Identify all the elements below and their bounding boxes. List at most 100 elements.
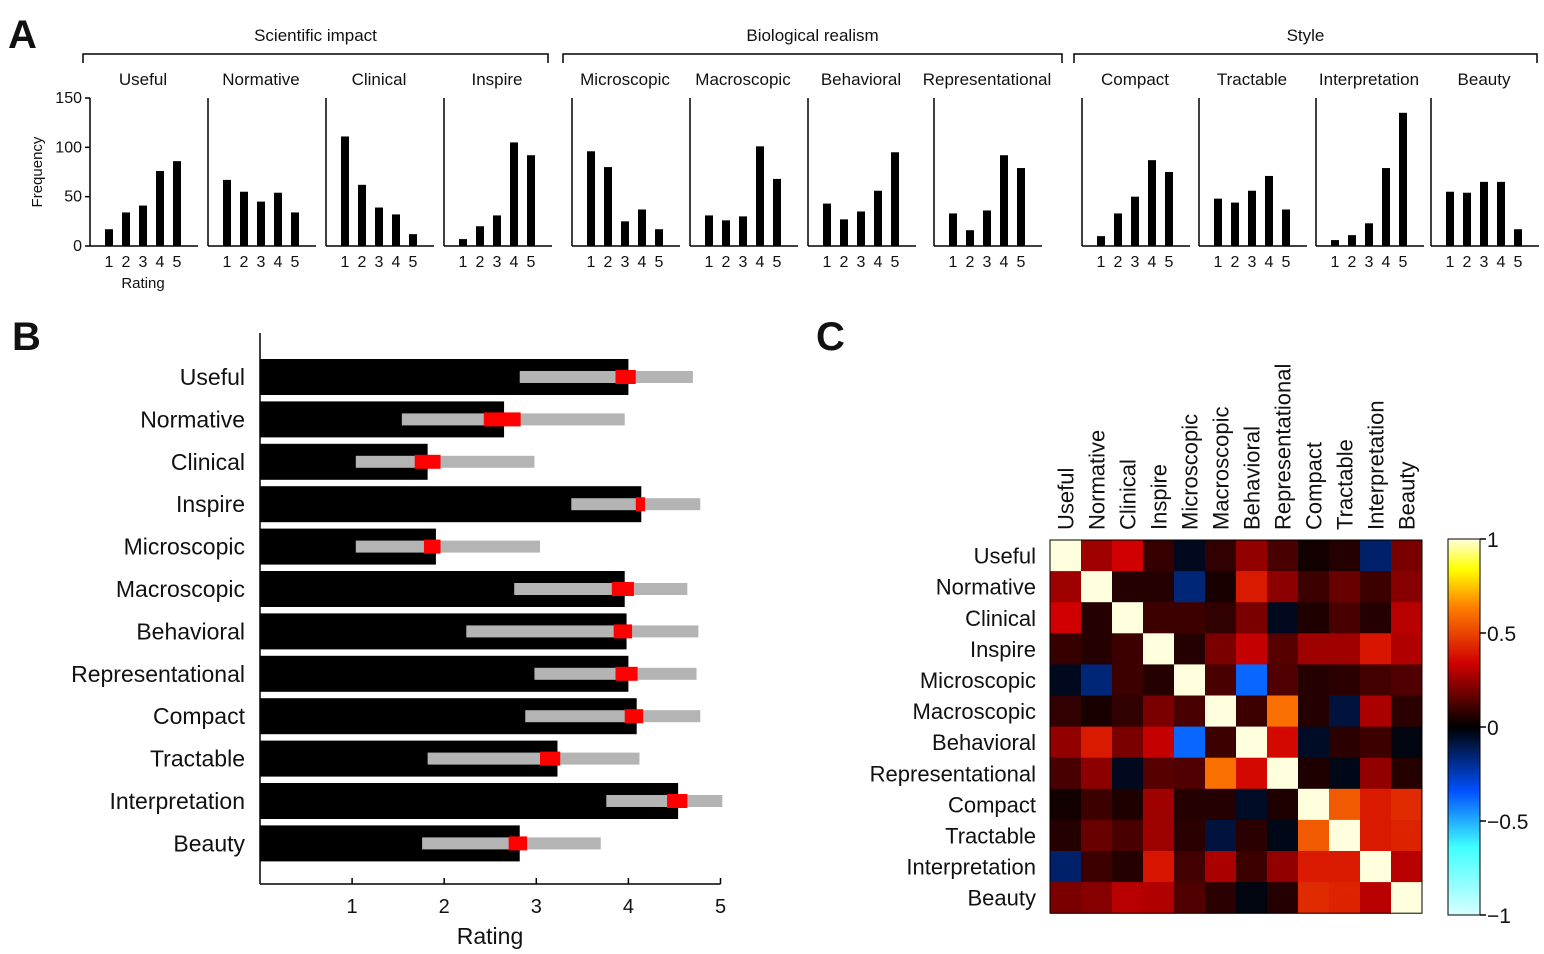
- row-label: Microscopic: [124, 534, 245, 560]
- heatmap-cell: [1298, 726, 1330, 759]
- bar: [1265, 175, 1273, 246]
- heatmap-cell: [1205, 788, 1237, 821]
- col-label-inspire: Inspire: [1147, 464, 1172, 530]
- row-label-useful: Useful: [974, 544, 1036, 569]
- heatmap-cell: [1174, 851, 1206, 883]
- heatmap-cell: [1298, 540, 1330, 572]
- range-bar: [571, 498, 701, 511]
- heatmap-cell: [1112, 851, 1144, 883]
- row-microscopic: Microscopic: [124, 528, 540, 565]
- histogram-representational: Representational 1 2 3 4 5: [923, 70, 1052, 271]
- heatmap-cell: [1143, 851, 1175, 883]
- x-tick-label: 3: [1248, 254, 1257, 271]
- heatmap-cell: [1360, 540, 1392, 572]
- bar: [1000, 155, 1008, 246]
- heatmap-cell: [1174, 788, 1206, 821]
- heatmap-cell: [1391, 602, 1423, 634]
- heatmap-cell: [1143, 695, 1175, 728]
- row-macroscopic: Macroscopic: [116, 571, 688, 607]
- heatmap-cell: [1391, 819, 1423, 852]
- heatmap-cell: [1050, 695, 1082, 728]
- heatmap-cell: [1143, 602, 1175, 634]
- ci-bar: [624, 709, 644, 724]
- subplot-title: Compact: [1101, 70, 1169, 89]
- bar: [493, 215, 501, 246]
- heatmap-cell: [1298, 851, 1330, 883]
- heatmap-cell: [1236, 540, 1268, 572]
- col-label-compact: Compact: [1302, 442, 1327, 530]
- bar: [739, 216, 747, 246]
- x-tick-label: 2: [122, 254, 131, 271]
- ci-bar: [615, 666, 638, 681]
- heatmap-cell: [1050, 757, 1082, 790]
- heatmap-cell: [1081, 540, 1113, 572]
- bar: [257, 201, 265, 246]
- heatmap-cell: [1205, 602, 1237, 634]
- row-representational: Representational: [71, 655, 697, 692]
- x-tick-label: 5: [891, 254, 900, 271]
- heatmap-cell: [1329, 695, 1361, 728]
- bar: [392, 214, 400, 246]
- bar: [1131, 196, 1139, 246]
- x-tick-label: 5: [655, 254, 664, 271]
- row-label-interpretation: Interpretation: [906, 855, 1036, 880]
- row-label-compact: Compact: [948, 792, 1036, 817]
- heatmap-cell: [1081, 882, 1113, 914]
- row-interpretation: Interpretation: [109, 783, 723, 819]
- heatmap-cell: [1391, 633, 1423, 665]
- x-tick-label: 3: [857, 254, 866, 271]
- x-tick-label: 4: [510, 254, 519, 271]
- heatmap-cell: [1391, 664, 1423, 696]
- heatmap-cell: [1329, 726, 1361, 759]
- heatmap-cell: [1298, 664, 1330, 696]
- bar: [891, 152, 899, 246]
- heatmap-cell: [1267, 851, 1299, 883]
- bar: [375, 207, 383, 246]
- colorbar-tick-label: −0.5: [1487, 811, 1528, 834]
- heatmap-cell: [1360, 571, 1392, 603]
- heatmap-cell: [1205, 571, 1237, 603]
- bar: [1282, 209, 1290, 246]
- group-label-biological-realism: Biological realism: [746, 26, 878, 45]
- bar: [857, 211, 865, 246]
- heatmap-cell: [1391, 540, 1423, 572]
- panel-c-correlation-matrix: UsefulUsefulNormativeNormativeClinicalCl…: [870, 364, 1529, 928]
- x-tick-label: 3: [375, 254, 384, 271]
- heatmap-cell: [1081, 664, 1113, 696]
- heatmap-cell: [1050, 664, 1082, 696]
- ci-bar: [414, 454, 441, 469]
- heatmap-cell: [1391, 571, 1423, 603]
- bar: [874, 190, 882, 246]
- x-tick-label: 2: [1348, 254, 1357, 271]
- bar: [105, 229, 113, 246]
- bar: [983, 210, 991, 246]
- heatmap-cell: [1081, 726, 1113, 759]
- x-tick-label: 4: [1148, 254, 1157, 271]
- heatmap-cell: [1236, 633, 1268, 665]
- bar: [655, 229, 663, 246]
- col-label-useful: Useful: [1054, 468, 1079, 530]
- bar: [240, 191, 248, 246]
- x-tick-label: 3: [531, 896, 542, 918]
- x-tick-label: 2: [604, 254, 613, 271]
- bar: [459, 239, 467, 246]
- row-label-macroscopic: Macroscopic: [913, 699, 1036, 724]
- heatmap-cell: [1298, 571, 1330, 603]
- bar: [139, 205, 147, 246]
- heatmap-cell: [1174, 633, 1206, 665]
- heatmap-cell: [1360, 851, 1392, 883]
- subplot-title: Normative: [222, 70, 299, 89]
- heatmap-cell: [1329, 602, 1361, 634]
- row-label: Macroscopic: [116, 576, 245, 602]
- heatmap-cell: [1267, 571, 1299, 603]
- row-label: Interpretation: [109, 788, 245, 814]
- x-tick-label: 3: [1131, 254, 1140, 271]
- x-tick-label: 4: [392, 254, 401, 271]
- heatmap-cell: [1050, 788, 1082, 821]
- heatmap-cell: [1174, 571, 1206, 603]
- heatmap-cell: [1112, 882, 1144, 914]
- bar: [587, 151, 595, 246]
- heatmap-cell: [1081, 602, 1113, 634]
- heatmap-cell: [1112, 757, 1144, 790]
